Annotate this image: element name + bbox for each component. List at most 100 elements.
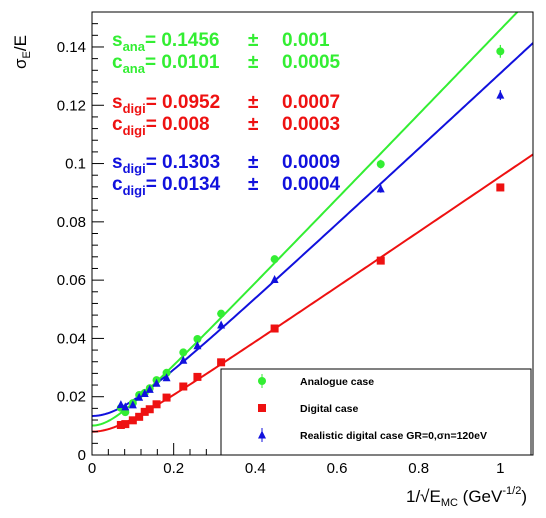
annotation-subscript: digi	[123, 183, 146, 198]
y-tick-label: 0.1	[65, 156, 86, 173]
annotation-subscript: digi	[123, 123, 146, 138]
annotation-s-2: sdigi= 0.1303	[112, 152, 220, 176]
point-digital-12	[376, 256, 385, 265]
annotation-value: = 0.0101	[145, 52, 220, 73]
point-digital-13	[496, 183, 505, 192]
point-digital-1	[121, 420, 130, 429]
y-tick-label: 0.02	[57, 389, 86, 406]
point-realistic-7	[162, 373, 171, 382]
annotation-value: = 0.1456	[145, 30, 220, 51]
legend-label-2: Realistic digital case GR=0,σn=120eV	[300, 430, 487, 442]
point-analogue-13	[496, 47, 505, 56]
point-realistic-13	[496, 90, 505, 99]
point-realistic-8	[179, 355, 188, 364]
annotation-subscript: ana	[123, 39, 146, 54]
annotation-subscript: digi	[123, 161, 146, 176]
y-tick-label: 0.06	[57, 272, 86, 289]
legend-box	[220, 368, 532, 456]
legend-marker-digital	[258, 404, 266, 412]
annotation-pm-2: ±	[248, 174, 258, 195]
annotation-value: = 0.0952	[146, 92, 221, 113]
annotation-pm-1: ±	[248, 114, 258, 135]
annotation-subscript: digi	[123, 101, 146, 116]
annotation-err-2: 0.0004	[282, 174, 341, 195]
annotation-value: = 0.008	[146, 114, 210, 135]
point-digital-5	[145, 405, 154, 414]
y-tick-label: 0.08	[57, 214, 86, 231]
point-realistic-6	[152, 378, 161, 387]
point-realistic-3	[135, 392, 144, 401]
annotation-subscript: ana	[123, 61, 146, 76]
annotation-pm-0: ±	[248, 30, 258, 51]
y-tick-label: 0.04	[57, 330, 86, 347]
axes: 0 0.2 0.4 0.6 0.8 1 0 0.02 0.04 0.06 0.08 0.1 0.12 0.…	[11, 11, 534, 509]
x-tick-label: 0.4	[245, 460, 266, 477]
legend-label-1: Digital case	[300, 403, 359, 415]
legend: Analogue case Digital case Realistic digit…	[220, 368, 532, 456]
point-realistic-5	[145, 384, 154, 393]
annotation-c-2: cdigi= 0.0134	[112, 174, 221, 198]
point-realistic-4	[140, 389, 149, 398]
point-analogue-8	[179, 348, 188, 357]
annotation-err-0: 0.001	[282, 30, 330, 51]
x-axis-title-main: 1/√E	[406, 487, 441, 506]
point-realistic-10	[217, 320, 226, 329]
annotation-err-0: 0.0005	[282, 52, 341, 73]
annotation-value: = 0.0134	[146, 174, 221, 195]
point-realistic-2	[128, 400, 137, 409]
point-realistic-9	[193, 341, 202, 350]
x-axis-title-unit: (GeV	[458, 487, 503, 506]
point-analogue-9	[193, 335, 202, 344]
x-axis-title-close: )	[521, 487, 527, 506]
annotation-c-1: cdigi= 0.008	[112, 114, 210, 138]
legend-label-0: Analogue case	[300, 376, 374, 388]
annotation-c-0: cana= 0.0101	[112, 52, 220, 76]
point-realistic-12	[376, 184, 385, 193]
x-axis-title: 1/√EMC (GeV-1/2)	[406, 485, 527, 509]
y-axis-title-rest: /E	[11, 35, 30, 51]
x-tick-label: 0.8	[408, 460, 429, 477]
annotation-pm-0: ±	[248, 52, 258, 73]
annotation-s-1: sdigi= 0.0952	[112, 92, 220, 116]
x-tick-label: 0.6	[327, 460, 348, 477]
x-axis-title-exp: -1/2	[502, 485, 521, 497]
annotation-pm-1: ±	[248, 92, 258, 113]
point-realistic-1	[121, 402, 130, 411]
annotation-symbol: s	[112, 152, 123, 173]
point-realistic-11	[270, 275, 279, 284]
annotation-value: = 0.1303	[146, 152, 221, 173]
annotation-err-1: 0.0007	[282, 92, 340, 113]
point-digital-6	[152, 400, 161, 409]
y-tick-label: 0	[78, 447, 86, 464]
annotation-s-0: sana= 0.1456	[112, 30, 219, 54]
annotation-symbol: c	[112, 174, 123, 195]
point-digital-4	[140, 407, 149, 416]
x-tick-label: 0.2	[163, 460, 184, 477]
point-digital-10	[217, 358, 226, 367]
point-digital-9	[193, 372, 202, 381]
annotation-err-2: 0.0009	[282, 152, 340, 173]
point-digital-11	[270, 324, 279, 333]
x-tick-label: 0	[88, 460, 96, 477]
annotation-symbol: c	[112, 52, 123, 73]
annotation-symbol: c	[112, 114, 123, 135]
x-axis-title-sub: MC	[441, 497, 458, 509]
point-digital-0	[116, 420, 125, 429]
y-axis-title: σE/E	[11, 35, 33, 69]
point-analogue-12	[376, 160, 385, 169]
annotation-symbol: s	[112, 92, 123, 113]
point-digital-7	[162, 393, 171, 402]
point-analogue-7	[162, 368, 171, 377]
point-analogue-11	[270, 255, 279, 264]
point-digital-2	[128, 416, 137, 425]
point-digital-3	[135, 412, 144, 421]
y-tick-label: 0.12	[57, 97, 86, 114]
annotation-pm-2: ±	[248, 152, 258, 173]
annotation-symbol: s	[112, 30, 123, 51]
point-analogue-10	[217, 309, 226, 318]
y-axis-title-sub: E	[21, 51, 33, 58]
x-tick-label: 1	[496, 460, 504, 477]
point-realistic-0	[116, 400, 125, 409]
